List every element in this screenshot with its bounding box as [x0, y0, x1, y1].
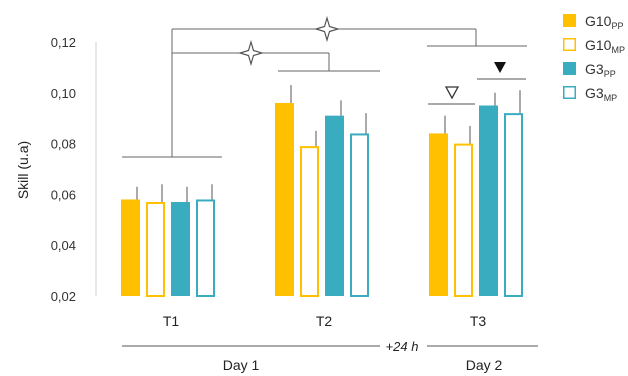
legend-swatch-g10mp	[563, 38, 576, 51]
filled-triangle-down-icon	[494, 62, 506, 73]
legend-swatch-g10pp	[563, 14, 576, 27]
bar	[121, 199, 140, 296]
bar	[196, 199, 215, 297]
y-tick-labels: 0,02 0,04 0,06 0,08 0,10 0,12	[51, 35, 76, 304]
bar	[325, 115, 344, 296]
day-label-1: Day 1	[223, 357, 260, 373]
y-tick-label: 0,02	[51, 289, 76, 304]
bars-group	[121, 102, 523, 298]
y-axis-label: Skill (u.a)	[15, 141, 31, 199]
bar	[275, 102, 294, 297]
y-tick-label: 0,08	[51, 137, 76, 152]
y-tick-label: 0,12	[51, 35, 76, 50]
four-point-star-icon	[237, 39, 265, 67]
category-label-t3: T3	[470, 313, 487, 329]
bar	[429, 133, 448, 296]
category-label-t1: T1	[163, 313, 180, 329]
legend-item-g3pp: G3PP	[585, 61, 616, 79]
four-point-star-icon	[313, 15, 341, 43]
significance-bracket-t1-t3	[171, 28, 527, 53]
bar	[479, 105, 498, 296]
legend-swatch-g3mp	[563, 86, 576, 99]
gap-label: +24 h	[386, 339, 419, 354]
significance-bracket-t3-g3	[477, 62, 526, 80]
y-tick-label: 0,10	[51, 86, 76, 101]
legend-item-g10mp: G10MP	[585, 37, 625, 55]
y-tick-label: 0,06	[51, 187, 76, 202]
legend: G10PP G10MP G3PP G3MP	[563, 13, 625, 103]
bar	[454, 143, 473, 297]
day-label-2: Day 2	[466, 357, 503, 373]
bar	[300, 146, 319, 297]
bar	[171, 202, 190, 296]
bar	[350, 133, 369, 297]
bar	[146, 202, 165, 298]
open-triangle-down-icon	[444, 86, 460, 100]
y-tick-label: 0,04	[51, 238, 76, 253]
legend-item-g10pp: G10PP	[585, 13, 623, 31]
category-label-t2: T2	[316, 313, 333, 329]
bar	[504, 113, 523, 298]
error-bars-group	[136, 85, 521, 203]
significance-bracket-t3-g10	[428, 86, 475, 105]
legend-item-g3mp: G3MP	[585, 85, 617, 103]
moon-icon	[398, 312, 407, 330]
legend-swatch-g3pp	[563, 62, 576, 75]
